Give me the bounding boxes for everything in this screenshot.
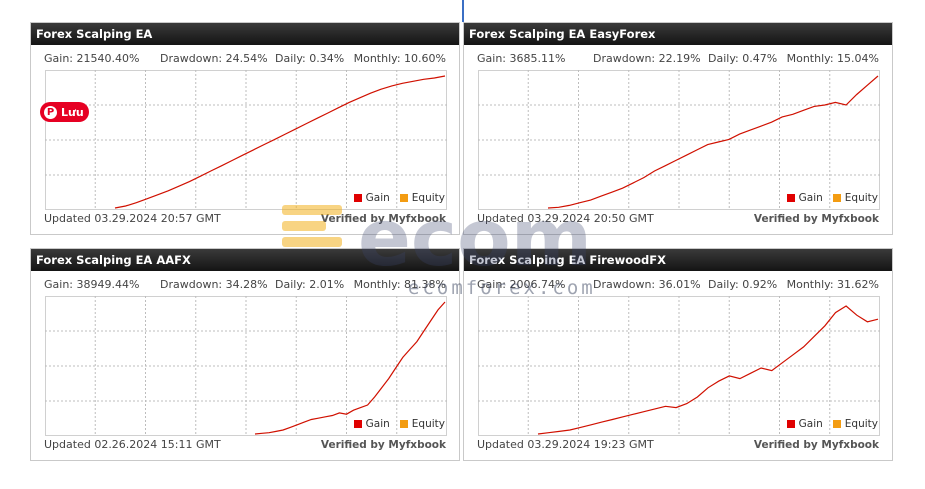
chart-legend: Gain Equity	[786, 418, 878, 430]
stats-row: Gain: 2006.74% Drawdown: 36.01% Daily: 0…	[464, 271, 892, 295]
gain-series-line	[547, 75, 879, 209]
legend-gain: Gain	[353, 192, 390, 204]
growth-chart	[45, 70, 447, 210]
verified-link[interactable]: Verified by Myfxbook	[753, 439, 879, 451]
legend-gain: Gain	[786, 418, 823, 430]
daily-stat: Daily: 0.34%	[275, 52, 345, 65]
legend-gain: Gain	[786, 192, 823, 204]
drawdown-stat: Drawdown: 22.19%	[593, 52, 701, 65]
gain-series-line	[114, 75, 446, 209]
myfxbook-widget: Forex Scalping EA FirewoodFX Gain: 2006.…	[463, 248, 893, 461]
growth-chart	[45, 296, 447, 436]
gain-stat: Gain: 3685.11%	[477, 52, 566, 65]
drawdown-stat: Drawdown: 24.54%	[160, 52, 268, 65]
myfxbook-widget: Forex Scalping EA EasyForex Gain: 3685.1…	[463, 22, 893, 235]
updated-text: Updated 02.26.2024 15:11 GMT	[44, 438, 221, 451]
pinterest-icon: P	[44, 105, 57, 119]
legend-equity: Equity	[832, 418, 878, 430]
legend-equity: Equity	[399, 192, 445, 204]
daily-stat: Daily: 0.92%	[708, 278, 778, 291]
verified-link[interactable]: Verified by Myfxbook	[320, 439, 446, 451]
growth-chart	[478, 70, 880, 210]
drawdown-stat: Drawdown: 34.28%	[160, 278, 268, 291]
gain-series-line	[254, 301, 446, 435]
gain-stat: Gain: 2006.74%	[477, 278, 566, 291]
gain-stat: Gain: 38949.44%	[44, 278, 140, 291]
gain-stat: Gain: 21540.40%	[44, 52, 140, 65]
verified-link[interactable]: Verified by Myfxbook	[320, 213, 446, 225]
updated-text: Updated 03.29.2024 19:23 GMT	[477, 438, 654, 451]
widget-title: Forex Scalping EA AAFX	[31, 249, 459, 271]
gain-series-line	[537, 305, 879, 435]
monthly-stat: Monthly: 31.62%	[786, 278, 879, 291]
monthly-stat: Monthly: 15.04%	[786, 52, 879, 65]
myfxbook-widget: Forex Scalping EA AAFX Gain: 38949.44% D…	[30, 248, 460, 461]
verified-link[interactable]: Verified by Myfxbook	[753, 213, 879, 225]
growth-chart	[478, 296, 880, 436]
chart-legend: Gain Equity	[353, 418, 445, 430]
updated-text: Updated 03.29.2024 20:50 GMT	[477, 212, 654, 225]
legend-equity: Equity	[832, 192, 878, 204]
daily-stat: Daily: 2.01%	[275, 278, 345, 291]
widget-title: Forex Scalping EA EasyForex	[464, 23, 892, 45]
chart-legend: Gain Equity	[786, 192, 878, 204]
pinterest-save-label: Lưu	[61, 105, 84, 119]
legend-equity: Equity	[399, 418, 445, 430]
stats-row: Gain: 3685.11% Drawdown: 22.19% Daily: 0…	[464, 45, 892, 69]
stats-row: Gain: 21540.40% Drawdown: 24.54% Daily: …	[31, 45, 459, 69]
drawdown-stat: Drawdown: 36.01%	[593, 278, 701, 291]
chart-legend: Gain Equity	[353, 192, 445, 204]
monthly-stat: Monthly: 81.38%	[353, 278, 446, 291]
monthly-stat: Monthly: 10.60%	[353, 52, 446, 65]
pinterest-save-button[interactable]: P Lưu	[40, 102, 89, 122]
top-marker	[462, 0, 464, 22]
daily-stat: Daily: 0.47%	[708, 52, 778, 65]
updated-text: Updated 03.29.2024 20:57 GMT	[44, 212, 221, 225]
widget-title: Forex Scalping EA	[31, 23, 459, 45]
myfxbook-widget: Forex Scalping EA Gain: 21540.40% Drawdo…	[30, 22, 460, 235]
stats-row: Gain: 38949.44% Drawdown: 34.28% Daily: …	[31, 271, 459, 295]
legend-gain: Gain	[353, 418, 390, 430]
widget-title: Forex Scalping EA FirewoodFX	[464, 249, 892, 271]
